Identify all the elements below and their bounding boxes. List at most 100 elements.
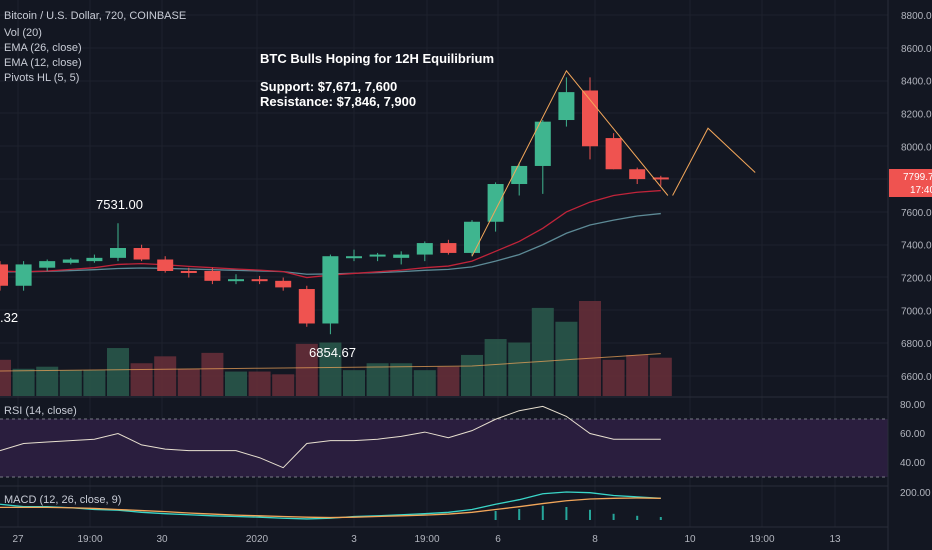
candle-body <box>204 270 221 281</box>
candle-body <box>629 169 646 180</box>
volume-bar <box>0 359 11 396</box>
volume-bar <box>177 368 200 396</box>
time-axis-tick: 19:00 <box>749 534 774 545</box>
rsi-label[interactable]: RSI (14, close) <box>4 405 77 417</box>
pivots-indicator-label[interactable]: Pivots HL (5, 5) <box>4 72 79 84</box>
candle-body <box>652 177 669 180</box>
volume-bar <box>295 343 318 396</box>
legend: Bitcoin / U.S. Dollar, 720, COINBASE Vol… <box>4 10 186 84</box>
volume-ma-line <box>0 353 661 372</box>
candle-body <box>605 138 622 170</box>
volume-bar <box>59 370 82 396</box>
volume-bar <box>555 321 578 396</box>
last-price-tag: 7799.79 17:40 <box>889 169 932 197</box>
volume-bars <box>0 301 672 396</box>
candle-body <box>369 254 386 257</box>
rsi-axis-tick: 80.00 <box>900 400 925 411</box>
rsi-series <box>0 405 661 469</box>
volume-bar <box>531 307 554 396</box>
pivot-zigzag <box>471 69 669 257</box>
candle-body <box>464 221 480 253</box>
candle-body <box>110 248 126 258</box>
price-axis-tick: 7000.00 <box>901 306 932 317</box>
volume-bar <box>484 339 507 396</box>
rsi-pane[interactable]: RSI (14, close) <box>0 405 888 478</box>
ema12-indicator-label[interactable]: EMA (12, close) <box>4 57 82 69</box>
candle-body <box>157 259 174 271</box>
volume-bar <box>508 342 531 396</box>
candle-body <box>393 254 410 258</box>
vol-indicator-label[interactable]: Vol (20) <box>4 27 42 39</box>
text-annotation[interactable]: BTC Bulls Hoping for 12H Equilibrium Sup… <box>260 51 494 109</box>
candle-body <box>251 279 268 282</box>
time-axis-tick: 19:00 <box>77 534 102 545</box>
projection-line <box>672 127 756 196</box>
volume-bar <box>649 357 672 396</box>
pivot-projection <box>471 69 756 257</box>
time-axis-tick: 13 <box>829 534 841 545</box>
time-axis-tick: 19:00 <box>414 534 439 545</box>
rsi-band <box>0 419 888 477</box>
volume-bar <box>130 363 153 396</box>
macd-series <box>0 491 661 520</box>
volume-bar <box>343 370 365 396</box>
annotation-resistance: Resistance: $7,846, 7,900 <box>260 94 416 109</box>
volume-bar <box>83 370 106 396</box>
candlesticks[interactable] <box>0 77 669 335</box>
volume-bar <box>626 354 649 396</box>
volume-bar <box>154 356 177 396</box>
candle-body <box>0 264 8 286</box>
price-axis-tick: 8000.00 <box>901 142 932 153</box>
price-axis-tick: 8400.00 <box>901 77 932 88</box>
volume-bar <box>201 352 224 396</box>
rsi-axis: 80.00 60.00 40.00 <box>900 400 925 469</box>
volume-bar <box>579 301 601 396</box>
macd-axis: 200.00 <box>900 488 931 499</box>
candle-body <box>440 243 457 253</box>
candle-body <box>582 90 598 147</box>
price-axis-tick: 7600.00 <box>901 208 932 219</box>
volume-bar <box>602 359 625 396</box>
candle-body <box>275 280 292 288</box>
symbol-label[interactable]: Bitcoin / U.S. Dollar, 720, COINBASE <box>4 10 186 22</box>
pivot-left-label: .32 <box>0 310 18 325</box>
volume-bar <box>107 348 129 396</box>
price-axis-tick: 8600.00 <box>901 44 932 55</box>
candle-body <box>416 243 433 255</box>
macd-lines <box>0 491 662 520</box>
time-axis-tick: 3 <box>351 534 357 545</box>
candle-body <box>534 121 551 166</box>
time-axis-tick: 30 <box>156 534 168 545</box>
time-axis[interactable]: 27 19:00 30 2020 3 19:00 6 8 10 19:00 13 <box>12 534 841 545</box>
last-price-countdown: 17:40 <box>910 185 932 196</box>
macd-pane[interactable]: MACD (12, 26, close, 9) <box>0 491 662 520</box>
price-axis-tick: 6600.00 <box>901 372 932 383</box>
last-price-value: 7799.79 <box>903 172 932 183</box>
volume-bar <box>413 370 436 396</box>
pivot-low-label: 6854.67 <box>309 345 356 360</box>
annotation-support: Support: $7,671, 7,600 <box>260 79 397 94</box>
candle-body <box>86 257 103 262</box>
volume-bar <box>36 366 59 396</box>
candle-body <box>39 261 56 268</box>
time-axis-tick: 27 <box>12 534 24 545</box>
signal-series <box>0 497 661 519</box>
candle-body <box>15 264 32 286</box>
annotation-title: BTC Bulls Hoping for 12H Equilibrium <box>260 51 494 66</box>
volume-bar <box>248 371 271 396</box>
pivot-high-label: 7531.00 <box>96 197 143 212</box>
price-axis-tick: 8800.00 <box>901 11 932 22</box>
volume-bar <box>319 342 342 396</box>
price-axis-tick: 7400.00 <box>901 241 932 252</box>
volume-bar <box>225 371 247 396</box>
last-price-tag-bg <box>889 169 932 197</box>
candle-body <box>228 279 244 282</box>
volume-bar <box>272 374 295 396</box>
volume-bar <box>366 363 389 396</box>
ema26-indicator-label[interactable]: EMA (26, close) <box>4 42 82 54</box>
price-axis-tick: 8200.00 <box>901 109 932 120</box>
macd-axis-tick: 200.00 <box>900 488 931 499</box>
time-axis-tick: 6 <box>495 534 501 545</box>
macd-label[interactable]: MACD (12, 26, close, 9) <box>4 494 121 506</box>
